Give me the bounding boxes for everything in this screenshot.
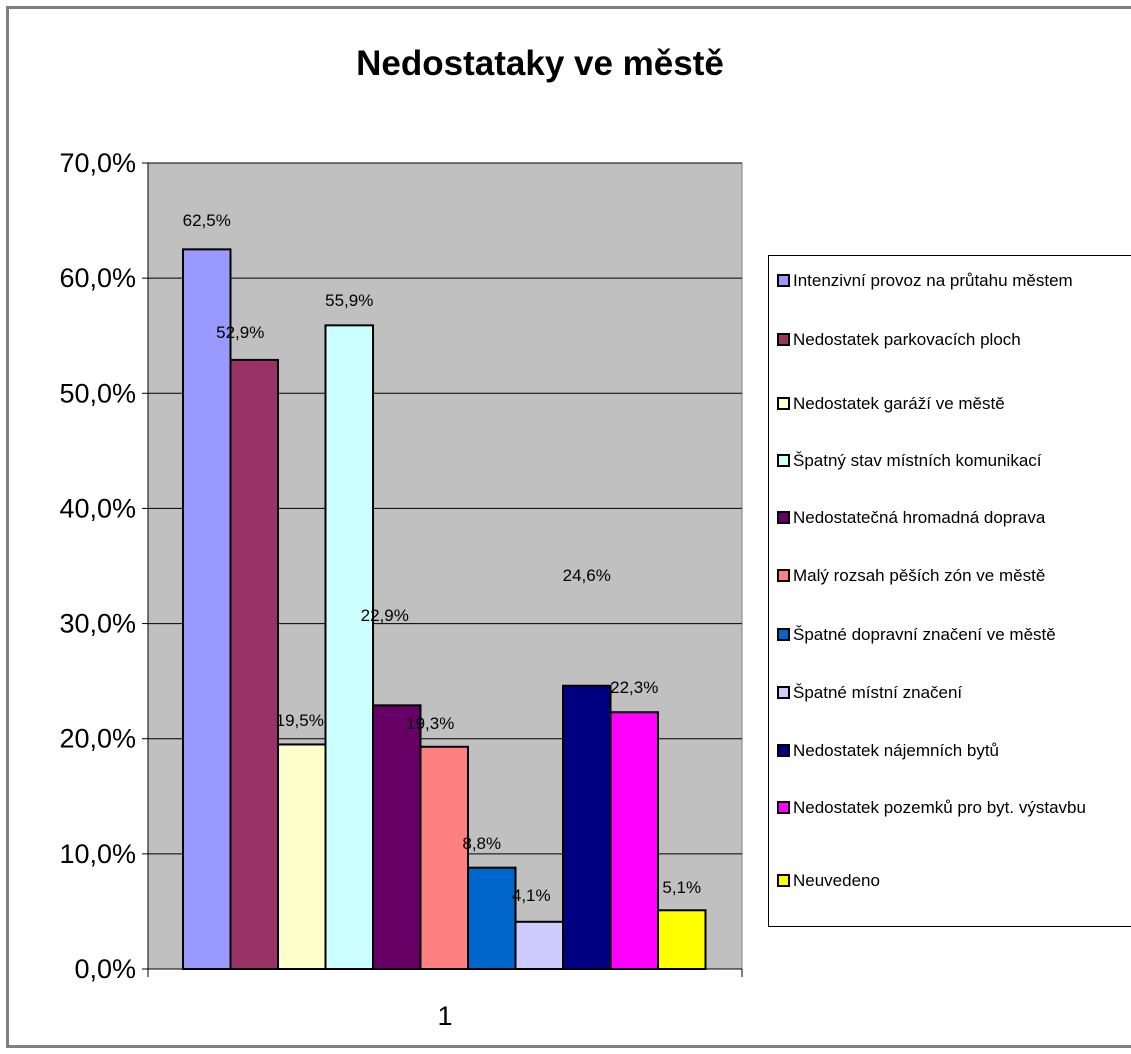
bar-2 [229, 358, 279, 970]
bar-10 [609, 711, 659, 971]
data-label-10: 22,3% [610, 678, 658, 697]
legend-label: Neuvedeno [793, 871, 880, 890]
x-category-label: 1 [437, 1001, 452, 1031]
bar-6 [419, 745, 469, 970]
bar-5 [372, 704, 422, 971]
data-label-1: 62,5% [183, 211, 231, 230]
y-tick-label: 0,0% [74, 954, 136, 984]
y-tick-label: 10,0% [59, 839, 136, 869]
data-label-11: 5,1% [662, 878, 701, 897]
bar-11 [657, 909, 707, 971]
y-tick-label: 30,0% [59, 609, 136, 639]
legend-item: Špatné dopravní značení ve městě [777, 624, 1131, 645]
data-label-3: 19,5% [276, 711, 324, 730]
data-label-5: 22,9% [361, 606, 409, 625]
data-label-2: 52,9% [216, 323, 264, 342]
legend-label: Nedostatečná hromadná doprava [793, 508, 1046, 527]
legend-item: Špatný stav místních komunikací [777, 450, 1131, 471]
y-tick-label: 60,0% [59, 263, 136, 293]
legend-label: Malý rozsah pěších zón ve městě [793, 566, 1046, 585]
chart-legend: Intenzivní provoz na průtahu městem Nedos… [768, 255, 1131, 927]
legend-item: Nedostatek parkovacích ploch [777, 329, 1131, 350]
legend-label: Nedostatek garáží ve městě [793, 394, 1005, 413]
legend-label: Nedostatek parkovacích ploch [793, 330, 1021, 349]
bar-3 [277, 743, 327, 970]
legend-item: Nedostatečná hromadná doprava [777, 507, 1131, 528]
legend-swatch [777, 874, 790, 887]
legend-swatch [777, 744, 790, 757]
chart-title: Nedostataky ve městě [356, 44, 724, 83]
legend-item: Nedostatek nájemních bytů [777, 740, 1131, 761]
bar-4 [324, 324, 374, 970]
bar-8 [514, 920, 564, 971]
legend-swatch [777, 628, 790, 641]
legend-swatch [777, 569, 790, 582]
y-tick-label: 40,0% [59, 493, 136, 523]
data-label-4: 55,9% [325, 291, 373, 310]
legend-label: Špatné dopravní značení ve městě [793, 625, 1056, 644]
legend-item: Nedostatek pozemků pro byt. výstavbu [777, 797, 1131, 818]
legend-label: Špatný stav místních komunikací [793, 451, 1042, 470]
legend-swatch [777, 397, 790, 410]
y-tick-label: 20,0% [59, 724, 136, 754]
legend-swatch [777, 454, 790, 467]
legend-label: Nedostatek pozemků pro byt. výstavbu [793, 798, 1086, 817]
legend-swatch [777, 333, 790, 346]
data-label-8: 4,1% [512, 886, 551, 905]
legend-swatch [777, 511, 790, 524]
legend-item: Špatné místní značení [777, 682, 1131, 703]
data-label-6: 19,3% [406, 714, 454, 733]
data-label-7: 8,8% [462, 834, 501, 853]
legend-label: Špatné místní značení [793, 683, 963, 702]
y-tick-label: 50,0% [59, 378, 136, 408]
legend-item: Malý rozsah pěších zón ve městě [777, 565, 1131, 586]
data-label-9: 24,6% [563, 566, 611, 585]
bar-1 [182, 248, 232, 971]
legend-item: Intenzivní provoz na průtahu městem [777, 270, 1131, 291]
bar-7 [467, 866, 517, 970]
legend-label: Intenzivní provoz na průtahu městem [793, 271, 1073, 290]
bar-9 [562, 684, 612, 971]
legend-swatch [777, 801, 790, 814]
legend-item: Nedostatek garáží ve městě [777, 393, 1131, 414]
legend-swatch [777, 686, 790, 699]
legend-item: Neuvedeno [777, 870, 1131, 891]
legend-label: Nedostatek nájemních bytů [793, 741, 1000, 760]
legend-swatch [777, 274, 790, 287]
y-tick-label: 70,0% [59, 148, 136, 178]
